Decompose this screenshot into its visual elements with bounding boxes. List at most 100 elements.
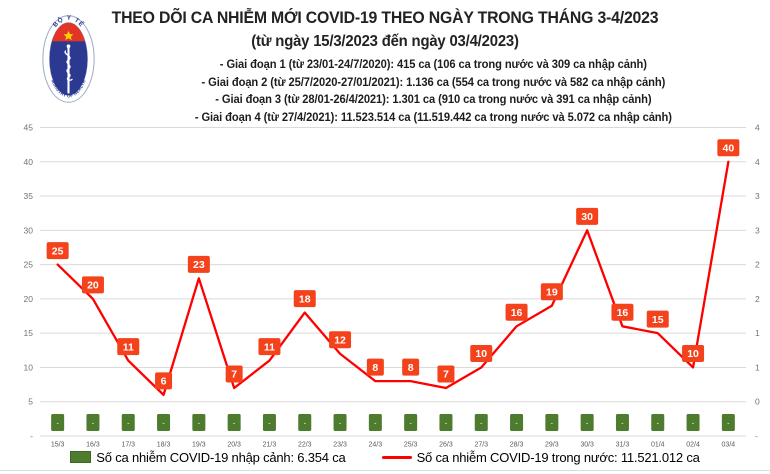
moh-logo: BỘ Y TẾ MINISTRY OF HEALTH bbox=[42, 14, 95, 103]
x-axis-label: 25/3 bbox=[404, 442, 418, 449]
data-label: 11 bbox=[264, 341, 275, 353]
imported-marker-label: - bbox=[92, 421, 95, 428]
imported-marker-label: - bbox=[127, 421, 130, 428]
x-axis-label: 30/3 bbox=[580, 442, 594, 449]
imported-marker bbox=[580, 414, 594, 431]
x-axis-label: 21/3 bbox=[263, 442, 277, 449]
imported-marker-label: - bbox=[304, 421, 307, 428]
data-label: 16 bbox=[511, 307, 523, 319]
stage-note-3: - Giai đoạn 3 (từ 28/01-26/4/2021): 1.30… bbox=[215, 92, 652, 106]
data-label: 10 bbox=[475, 348, 487, 360]
data-label: 11 bbox=[123, 341, 134, 353]
imported-marker-label: - bbox=[56, 421, 59, 428]
data-label: 25 bbox=[52, 245, 64, 257]
imported-marker-label: - bbox=[198, 421, 201, 428]
data-label-box bbox=[155, 372, 173, 390]
y-axis-left-label: 45 bbox=[24, 123, 34, 133]
domestic-series-line bbox=[56, 160, 730, 397]
y-axis-right-label: 0 bbox=[755, 397, 760, 407]
stage-notes: - Giai đoạn 1 (từ 23/01-24/7/2020): 415 … bbox=[124, 56, 743, 126]
data-label-box bbox=[329, 331, 352, 349]
y-axis-right-label: 2 bbox=[755, 294, 760, 304]
legend-imported-label: Số ca nhiễm COVID-19 nhập cảnh: 6.354 ca bbox=[96, 449, 346, 465]
data-label: 7 bbox=[231, 369, 237, 381]
imported-marker bbox=[615, 414, 629, 431]
imported-marker bbox=[192, 414, 206, 431]
x-axis-label: 16/3 bbox=[86, 442, 100, 449]
data-label-box bbox=[225, 365, 243, 383]
imported-marker bbox=[545, 414, 559, 431]
imported-marker-label: - bbox=[268, 421, 271, 428]
data-label-box bbox=[540, 283, 563, 301]
x-axis-label: 03/4 bbox=[722, 442, 736, 449]
data-label-box bbox=[46, 242, 69, 260]
y-axis-right-label: 1 bbox=[755, 362, 760, 372]
x-axis-label: 19/3 bbox=[192, 442, 206, 449]
imported-marker-label: - bbox=[339, 421, 342, 428]
y-axis-left-label: 15 bbox=[24, 328, 34, 338]
x-axis-label: 22/3 bbox=[298, 442, 312, 449]
data-label-box bbox=[402, 358, 420, 376]
imported-marker-label: - bbox=[480, 421, 483, 428]
imported-marker bbox=[686, 414, 700, 431]
imported-marker bbox=[368, 414, 382, 431]
x-axis-label: 02/4 bbox=[686, 442, 700, 449]
data-label-box bbox=[611, 303, 634, 321]
data-label: 10 bbox=[687, 348, 699, 360]
data-label: 19 bbox=[546, 286, 558, 298]
data-label: 15 bbox=[652, 314, 664, 326]
y-axis-right-label: 4 bbox=[755, 157, 760, 167]
y-axis-left-label: 30 bbox=[24, 225, 34, 235]
legend-domestic-label: Số ca nhiễm COVID-19 trong nước: 11.521.… bbox=[416, 449, 700, 465]
imported-marker-label: - bbox=[621, 421, 624, 428]
x-axis-label: 20/3 bbox=[227, 442, 241, 449]
imported-marker bbox=[262, 414, 276, 431]
logo-caduceus-icon bbox=[64, 44, 73, 94]
x-axis-label: 23/3 bbox=[333, 442, 347, 449]
y-axis-left-label: 5 bbox=[28, 397, 33, 407]
chart-legend: Số ca nhiễm COVID-19 nhập cảnh: 6.354 ca… bbox=[0, 447, 770, 467]
data-label: 16 bbox=[617, 307, 629, 319]
imported-marker-label: - bbox=[551, 421, 554, 428]
y-axis-left-label: 10 bbox=[24, 362, 34, 372]
y-axis-right-label: 1 bbox=[755, 328, 760, 338]
imported-marker bbox=[510, 414, 524, 431]
data-label-box bbox=[646, 310, 669, 328]
imported-series-swatch-icon bbox=[70, 451, 92, 463]
legend-imported: Số ca nhiễm COVID-19 nhập cảnh: 6.354 ca bbox=[70, 449, 346, 465]
data-label: 18 bbox=[299, 293, 311, 305]
imported-marker-label: - bbox=[445, 421, 448, 428]
y-axis-left-label: 20 bbox=[24, 294, 34, 304]
legend-domestic: Số ca nhiễm COVID-19 trong nước: 11.521.… bbox=[381, 449, 700, 465]
data-label-box bbox=[81, 276, 104, 294]
x-axis-label: 28/3 bbox=[510, 442, 524, 449]
imported-marker-label: - bbox=[162, 421, 165, 428]
imported-marker bbox=[51, 414, 65, 431]
imported-marker bbox=[404, 414, 418, 431]
imported-marker-label: - bbox=[233, 421, 236, 428]
imported-marker-label: - bbox=[692, 421, 695, 428]
x-axis-label: 27/3 bbox=[474, 442, 488, 449]
x-axis-label: 15/3 bbox=[51, 442, 65, 449]
data-label: 30 bbox=[581, 211, 593, 223]
imported-marker-label: - bbox=[374, 421, 377, 428]
y-axis-left-label: - bbox=[30, 431, 33, 441]
imported-marker bbox=[157, 414, 171, 431]
imported-marker-label: - bbox=[515, 421, 518, 428]
x-axis-label: 17/3 bbox=[121, 442, 135, 449]
y-axis-left-label: 25 bbox=[24, 260, 34, 270]
imported-marker bbox=[651, 414, 665, 431]
data-label-box bbox=[117, 338, 140, 356]
imported-marker bbox=[474, 414, 488, 431]
bottom-divider bbox=[0, 470, 770, 471]
imported-marker-label: - bbox=[727, 421, 730, 428]
data-label-box bbox=[258, 338, 281, 356]
x-axis-label: 29/3 bbox=[545, 442, 559, 449]
data-label-box bbox=[187, 255, 210, 273]
x-axis-label: 18/3 bbox=[157, 442, 171, 449]
domestic-series-swatch-icon bbox=[381, 455, 412, 459]
imported-marker bbox=[721, 414, 735, 431]
data-label: 23 bbox=[193, 259, 205, 271]
